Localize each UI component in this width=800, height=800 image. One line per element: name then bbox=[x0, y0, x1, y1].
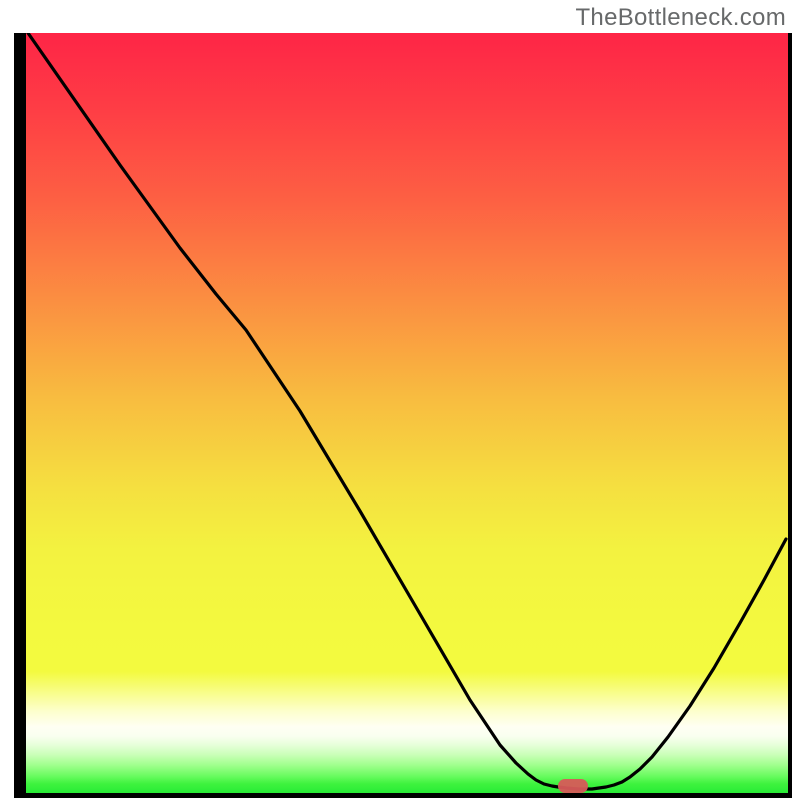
chart-marker bbox=[26, 33, 788, 793]
chart-axis-bottom bbox=[14, 793, 792, 798]
watermark-text: TheBottleneck.com bbox=[575, 4, 786, 32]
chart-plot-area bbox=[26, 33, 788, 793]
chart-axis-left bbox=[14, 33, 26, 798]
chart-axis-right bbox=[788, 33, 792, 798]
